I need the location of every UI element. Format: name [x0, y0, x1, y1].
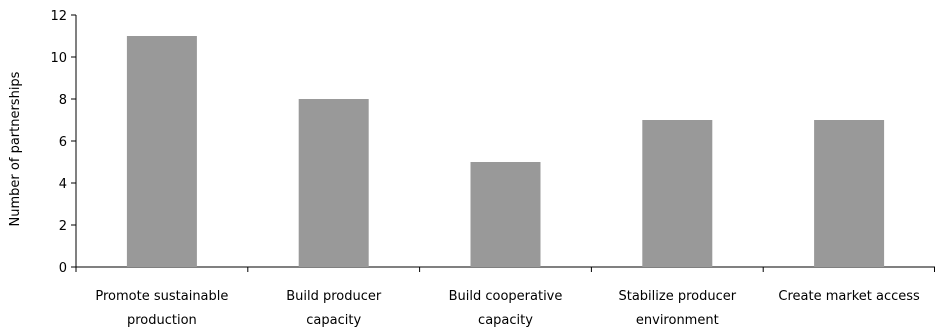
- bar: [298, 99, 369, 267]
- x-category-label: Create market access: [778, 289, 920, 304]
- y-tick-label: 0: [59, 261, 67, 276]
- x-category-label: Build cooperative: [449, 289, 563, 304]
- x-category-label: production: [127, 313, 197, 328]
- y-tick-label: 4: [59, 177, 67, 192]
- x-axis: [75, 266, 935, 272]
- y-axis-title: Number of partnerships: [8, 71, 23, 226]
- y-tick-label: 2: [59, 219, 67, 234]
- y-tick-label: 10: [50, 51, 67, 66]
- bar: [126, 36, 197, 267]
- bar: [642, 120, 713, 267]
- y-tick-label: 8: [59, 93, 67, 108]
- y-axis: 0 2 4 6 8 10 12: [50, 9, 77, 276]
- bar: [814, 120, 885, 267]
- x-category-label: Stabilize producer: [618, 289, 736, 304]
- bars: [126, 36, 885, 267]
- x-category-label: capacity: [478, 313, 533, 328]
- y-tick-label: 6: [59, 135, 67, 150]
- x-category-label: capacity: [306, 313, 361, 328]
- x-category-label: Promote sustainable: [95, 289, 228, 304]
- y-tick-label: 12: [50, 9, 67, 24]
- x-category-label: Build producer: [286, 289, 382, 304]
- category-labels: Promote sustainable production Build produ…: [95, 289, 920, 328]
- bar: [470, 162, 541, 267]
- x-category-label: environment: [636, 313, 719, 328]
